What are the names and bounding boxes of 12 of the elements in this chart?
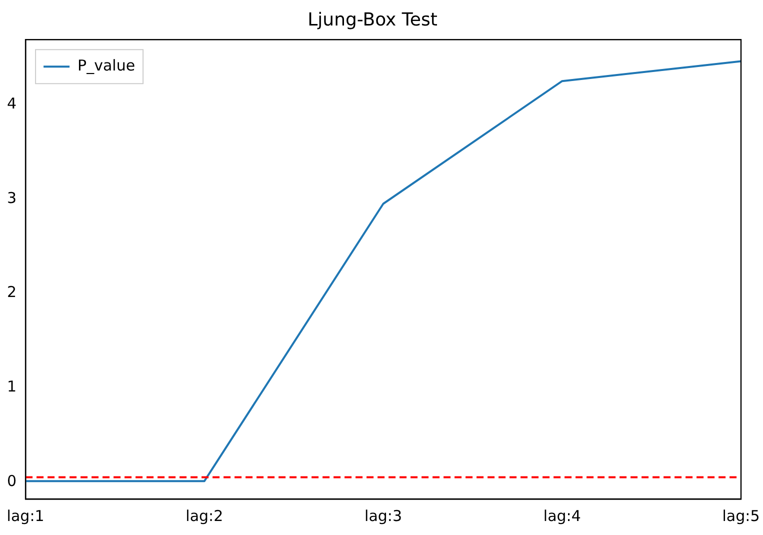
x-tick-label: lag:5 [722, 506, 760, 525]
legend-label: P_value [78, 56, 136, 74]
y-tick-label: 4 [6, 94, 17, 113]
y-tick-label: 2 [6, 283, 17, 302]
x-tick-label: lag:2 [186, 506, 224, 525]
y-tick-label: 0 [6, 472, 17, 490]
x-tick-label: lag:4 [543, 506, 581, 525]
y-tick-label: 3 [6, 188, 17, 207]
y-tick-label: 1 [6, 378, 17, 396]
chart-title: Ljung-Box Test [308, 9, 438, 30]
x-tick-label: lag:3 [364, 506, 402, 525]
x-tick-label: lag:1 [6, 506, 44, 525]
